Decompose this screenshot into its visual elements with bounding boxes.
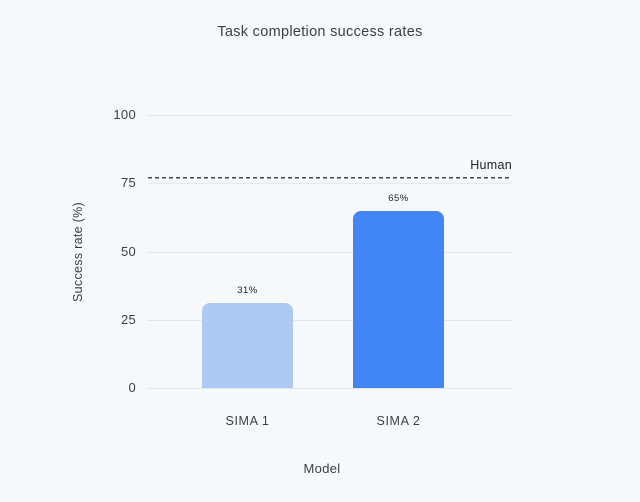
gridline bbox=[148, 115, 512, 116]
y-tick-label: 75 bbox=[120, 175, 136, 191]
y-tick-label: 0 bbox=[128, 380, 136, 395]
chart-title: Task completion success rates bbox=[217, 24, 423, 40]
y-tick-label: 100 bbox=[113, 107, 136, 122]
human-reference-label: Human bbox=[470, 157, 512, 172]
bar-value-label: 65% bbox=[388, 192, 409, 204]
y-axis-title: Success rate (%) bbox=[71, 202, 85, 302]
human-reference-line bbox=[148, 176, 512, 179]
x-tick-label: SIMA 1 bbox=[225, 414, 270, 428]
bar-sima-2 bbox=[353, 210, 444, 388]
gridline bbox=[148, 388, 512, 389]
x-tick-label: SIMA 2 bbox=[376, 414, 421, 428]
plot-area: Human 31% SIMA 1 65% SIMA 2 bbox=[148, 115, 512, 428]
bar-value-label: 31% bbox=[237, 285, 258, 297]
gridline bbox=[148, 183, 512, 185]
y-tick-label: 25 bbox=[120, 311, 136, 327]
gridline bbox=[148, 319, 512, 321]
y-tick-label: 50 bbox=[120, 243, 136, 259]
gridline bbox=[148, 251, 512, 253]
x-axis-title: Model bbox=[303, 461, 341, 476]
bar-sima-1 bbox=[202, 303, 293, 388]
